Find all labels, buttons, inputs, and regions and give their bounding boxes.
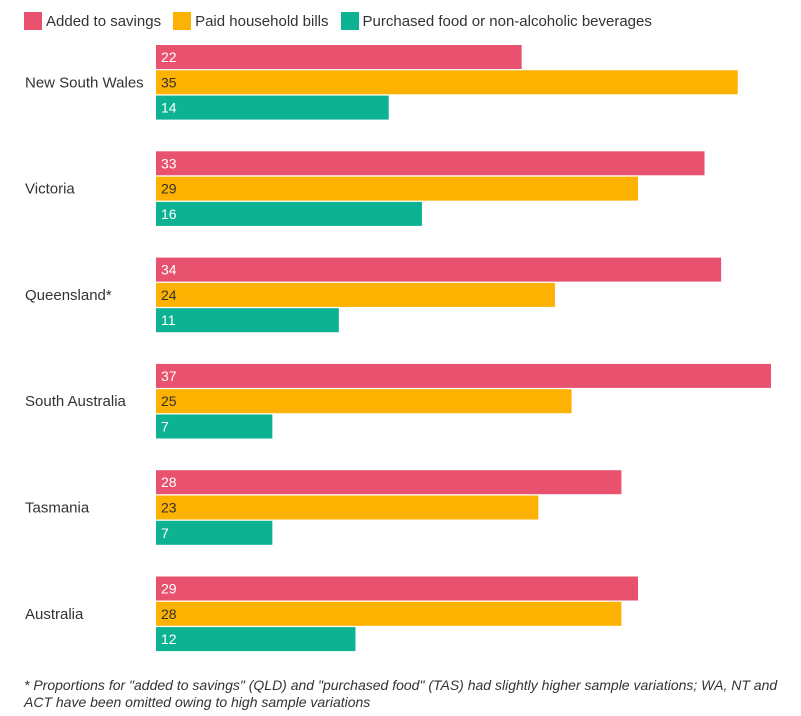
category-label: South Australia (25, 393, 127, 410)
bar (156, 308, 339, 333)
bar (156, 363, 771, 388)
category-label: Queensland* (25, 287, 112, 304)
legend-label: Paid household bills (195, 12, 329, 30)
bar-value-label: 7 (161, 419, 169, 435)
chart-legend: Added to savings Paid household bills Purc… (24, 9, 664, 33)
bar (156, 151, 705, 176)
bar (156, 70, 738, 95)
bar (156, 520, 273, 545)
bar-value-label: 7 (161, 525, 169, 541)
bar (156, 45, 522, 69)
bar (156, 414, 273, 439)
bar-value-label: 25 (161, 393, 177, 409)
legend-swatch (173, 12, 192, 30)
bar (156, 389, 572, 414)
bar (156, 95, 389, 120)
bar-value-label: 11 (161, 312, 176, 328)
legend-swatch (340, 12, 359, 30)
bar (156, 282, 555, 307)
legend-item: Added to savings (24, 12, 161, 30)
bar (156, 470, 622, 495)
bar-value-label: 29 (161, 581, 177, 597)
bar-value-label: 23 (161, 500, 177, 516)
bar-value-label: 29 (161, 181, 177, 197)
bar (156, 257, 722, 282)
bar-value-label: 22 (161, 49, 177, 65)
bar (156, 176, 639, 201)
category-label: Tasmania (25, 500, 90, 517)
bar-value-label: 33 (161, 155, 177, 171)
category-label: New South Wales (25, 74, 144, 91)
bar-value-label: 24 (161, 287, 177, 303)
chart-footnote: * Proportions for "added to savings" (QL… (24, 677, 778, 710)
bar-value-label: 35 (161, 74, 177, 90)
bar (156, 627, 356, 652)
bar-value-label: 12 (161, 631, 177, 647)
bar-value-label: 16 (161, 206, 177, 222)
legend-item: Purchased food or non-alcoholic beverage… (340, 12, 652, 30)
legend-item: Paid household bills (173, 12, 329, 30)
bar (156, 576, 639, 601)
category-label: Australia (25, 606, 84, 623)
legend-swatch (24, 12, 42, 30)
bar-chart: New South Wales 22 35 14 Victoria 33 29 16 Queen… (25, 45, 771, 652)
category-label: Victoria (25, 181, 75, 198)
legend-label: Added to savings (46, 12, 162, 30)
bar-value-label: 28 (161, 606, 177, 622)
bar-value-label: 14 (161, 100, 177, 116)
bar (156, 601, 622, 626)
bar (156, 495, 539, 520)
legend-label: Purchased food or non-alcoholic beverage… (362, 12, 652, 30)
bar (156, 201, 422, 226)
bar-value-label: 37 (161, 368, 177, 384)
bar-value-label: 34 (161, 262, 177, 278)
bar-value-label: 28 (161, 474, 177, 490)
